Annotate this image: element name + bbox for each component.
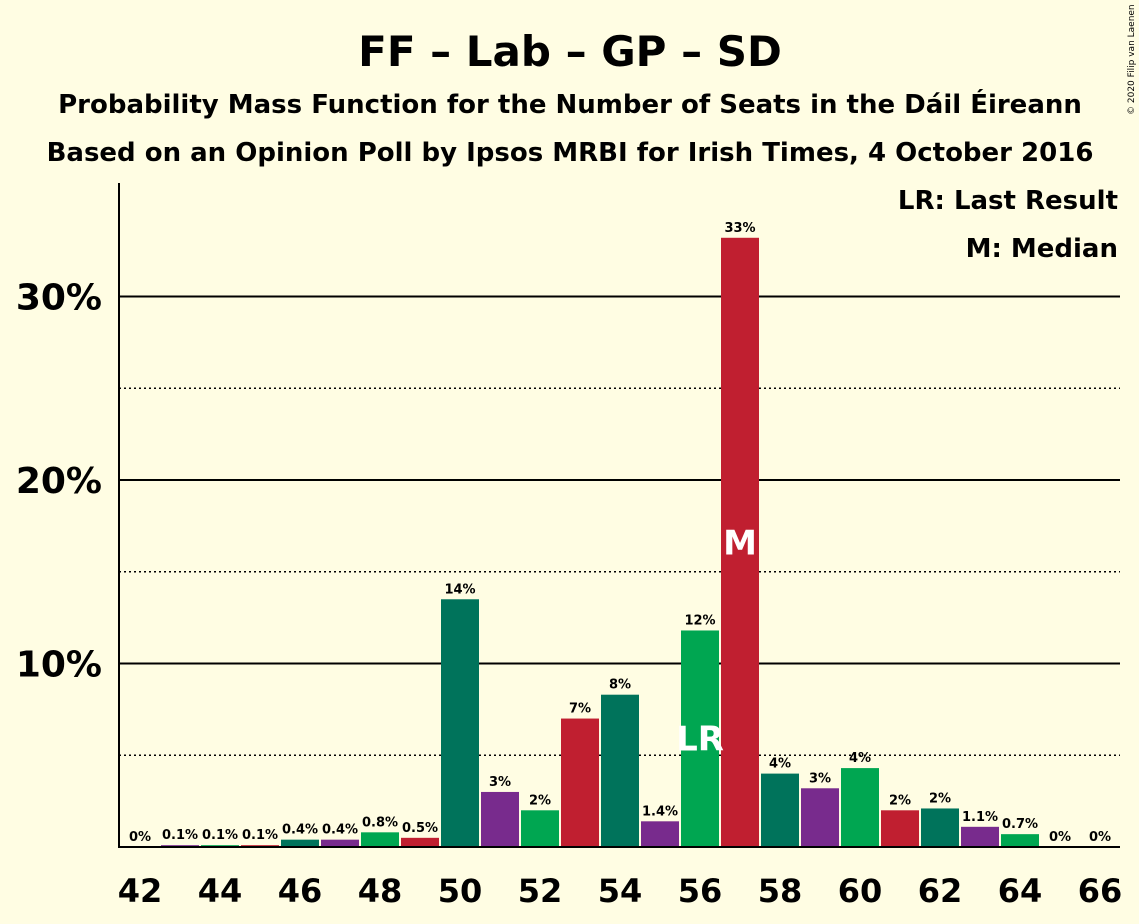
x-tick-label: 62: [918, 872, 963, 910]
x-tick-label: 58: [758, 872, 803, 910]
x-tick-label: 52: [518, 872, 563, 910]
bar-value-label: 0%: [1089, 830, 1111, 845]
bar-value-label: 3%: [489, 775, 511, 790]
x-tick-label: 54: [598, 872, 643, 910]
bar: [601, 694, 639, 847]
bar: [561, 718, 599, 847]
bar-value-label: 8%: [609, 678, 631, 693]
bar-value-label: 7%: [569, 702, 591, 717]
bar-value-label: 12%: [684, 613, 715, 628]
bar-value-label: 0.4%: [282, 823, 318, 838]
median-marker: M: [723, 523, 757, 563]
bar: [681, 630, 719, 847]
value-labels: 0% 0.1% 0.1% 0.1% 0.4% 0.4% 0.8% 0.5% 14% 3% 2% 7% 8…: [129, 221, 1111, 845]
last-result-marker: LR: [676, 720, 724, 760]
bar: [841, 768, 879, 847]
x-tick-label: 44: [198, 872, 243, 910]
chart-subtitle-poll: Based on an Opinion Poll by Ipsos MRBI f…: [47, 138, 1094, 168]
bar-value-label: 1.4%: [642, 804, 678, 819]
bar: [881, 810, 919, 847]
x-tick-label: 64: [998, 872, 1043, 910]
y-tick-label: 10%: [16, 645, 102, 686]
bar: [281, 839, 319, 847]
bar-value-label: 1.1%: [962, 810, 998, 825]
bar-value-label: 2%: [889, 793, 911, 808]
y-tick-label: 30%: [16, 278, 102, 319]
y-tick-label: 20%: [16, 461, 102, 502]
bar: [801, 788, 839, 847]
bar-value-label: 0.5%: [402, 821, 438, 836]
bar-value-label: 2%: [529, 793, 551, 808]
bar: [1001, 834, 1039, 847]
bar-value-label: 0.1%: [162, 828, 198, 843]
chart-subtitle: Probability Mass Function for the Number…: [58, 88, 1082, 120]
bar: [761, 773, 799, 847]
bar-value-label: 0.1%: [242, 828, 278, 843]
x-tick-label: 48: [358, 872, 403, 910]
bar: [441, 599, 479, 847]
bar: [521, 810, 559, 847]
bar: [481, 791, 519, 847]
gridlines: [119, 295, 1120, 756]
bars: [161, 237, 1039, 847]
bar: [721, 237, 759, 847]
bar-value-label: 0.4%: [322, 823, 358, 838]
bar: [641, 821, 679, 847]
axes: 10% 20% 30% 42 44 46 48 50 52 54 56 58 60 62 64 66: [16, 183, 1122, 910]
bar-value-label: 3%: [809, 771, 831, 786]
bar: [401, 837, 439, 847]
bar: [321, 839, 359, 847]
bar-value-label: 14%: [444, 582, 475, 597]
bar-value-label: 4%: [769, 757, 791, 772]
bar: [361, 832, 399, 847]
bar-value-label: 0%: [1049, 830, 1071, 845]
copyright-notice: © 2020 Filip van Laenen: [1127, 4, 1137, 115]
x-tick-label: 42: [118, 872, 163, 910]
bar: [961, 826, 999, 847]
bar: [921, 808, 959, 847]
chart-title: FF – Lab – GP – SD: [358, 27, 782, 76]
x-tick-label: 50: [438, 872, 483, 910]
bar-value-label: 0.1%: [202, 828, 238, 843]
x-tick-label: 56: [678, 872, 723, 910]
bar-value-label: 0.8%: [362, 815, 398, 830]
bar-value-label: 33%: [724, 221, 755, 236]
bar-value-label: 0.7%: [1002, 817, 1038, 832]
bar-value-label: 0%: [129, 830, 151, 845]
x-tick-label: 60: [838, 872, 883, 910]
legend-last-result: LR: Last Result: [898, 186, 1118, 216]
bar-value-label: 2%: [929, 791, 951, 806]
bar-value-label: 4%: [849, 751, 871, 766]
legend-median: M: Median: [966, 234, 1118, 264]
x-tick-label: 66: [1078, 872, 1123, 910]
x-tick-label: 46: [278, 872, 323, 910]
